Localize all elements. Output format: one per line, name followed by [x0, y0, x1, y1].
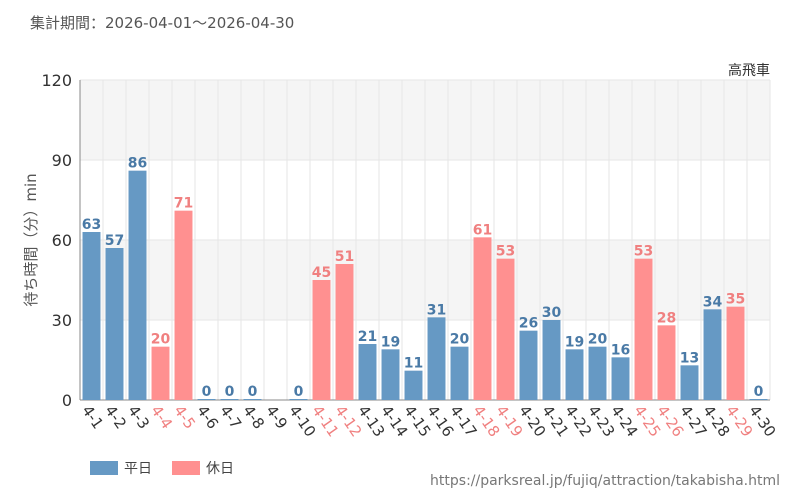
data-label: 45 [312, 265, 331, 281]
data-label: 86 [128, 156, 147, 172]
data-label: 0 [754, 384, 764, 400]
data-label: 21 [358, 329, 377, 345]
y-tick-label: 30 [52, 311, 72, 330]
data-label: 20 [151, 332, 171, 348]
data-label: 16 [611, 342, 630, 358]
period-text: 集計期間：2026-04-01～2026-04-30 [30, 14, 295, 32]
data-label: 51 [335, 249, 354, 265]
data-label: 53 [634, 244, 653, 260]
data-label: 11 [404, 356, 423, 372]
data-label: 0 [202, 384, 212, 400]
bar [542, 320, 561, 400]
bar [496, 258, 515, 400]
data-label: 19 [381, 334, 400, 350]
bar [473, 237, 492, 400]
data-label: 35 [726, 292, 745, 308]
data-label: 19 [565, 334, 584, 350]
holiday-swatch [172, 461, 200, 475]
data-label: 13 [680, 350, 699, 366]
legend-holiday-label: 休日 [206, 461, 234, 477]
bar [404, 370, 423, 400]
x-tick-label: 4-4 [147, 402, 176, 432]
bar [749, 399, 768, 400]
data-label: 28 [657, 310, 676, 326]
legend-holiday: 休日 [172, 458, 234, 478]
bar [358, 344, 377, 400]
data-label: 34 [703, 294, 723, 310]
y-axis-label: 待ち時間（分）min [22, 173, 40, 306]
bar [128, 170, 147, 400]
data-label: 0 [225, 384, 235, 400]
y-tick-label: 60 [52, 231, 72, 250]
bar [588, 346, 607, 400]
weekday-swatch [90, 461, 118, 475]
y-tick-label: 120 [41, 71, 72, 90]
data-label: 63 [82, 217, 101, 233]
y-tick-label: 0 [62, 391, 72, 410]
data-label: 26 [519, 316, 538, 332]
legend-weekday-label: 平日 [124, 461, 152, 477]
data-label: 31 [427, 302, 446, 318]
bar [611, 357, 630, 400]
x-tick-label: 4-3 [124, 402, 153, 432]
bar [151, 346, 170, 400]
bar [657, 325, 676, 400]
source-url: https://parksreal.jp/fujiq/attraction/ta… [430, 473, 780, 489]
bar [634, 258, 653, 400]
bar [82, 232, 101, 400]
y-tick-label: 90 [52, 151, 72, 170]
bar [565, 349, 584, 400]
legend: 平日 休日 [90, 458, 254, 478]
bar [680, 365, 699, 400]
data-label: 71 [174, 196, 193, 212]
bar [174, 210, 193, 400]
data-label: 30 [542, 305, 562, 321]
data-label: 0 [248, 384, 258, 400]
bar [243, 399, 262, 400]
x-tick-label: 4-6 [193, 402, 222, 432]
x-tick-label: 4-2 [101, 402, 130, 432]
data-label: 20 [450, 332, 470, 348]
bar [427, 317, 446, 400]
bar [519, 330, 538, 400]
bar [289, 399, 308, 400]
bar [381, 349, 400, 400]
data-label: 61 [473, 222, 492, 238]
x-tick-label: 4-1 [78, 402, 107, 432]
data-label: 0 [294, 384, 304, 400]
bar [703, 309, 722, 400]
bar [335, 264, 354, 400]
data-label: 53 [496, 244, 515, 260]
legend-weekday: 平日 [90, 458, 152, 478]
bar [105, 248, 124, 400]
bar [450, 346, 469, 400]
bar [220, 399, 239, 400]
x-tick-label: 4-7 [216, 402, 245, 432]
chart-title: 高飛車 [728, 62, 770, 79]
x-tick-label: 4-8 [239, 402, 268, 432]
data-label: 57 [105, 233, 124, 249]
x-tick-label: 4-9 [262, 402, 291, 432]
x-tick-label: 4-5 [170, 402, 199, 432]
bar [312, 280, 331, 400]
bar [197, 399, 216, 400]
data-label: 20 [588, 332, 608, 348]
bar [726, 306, 745, 400]
